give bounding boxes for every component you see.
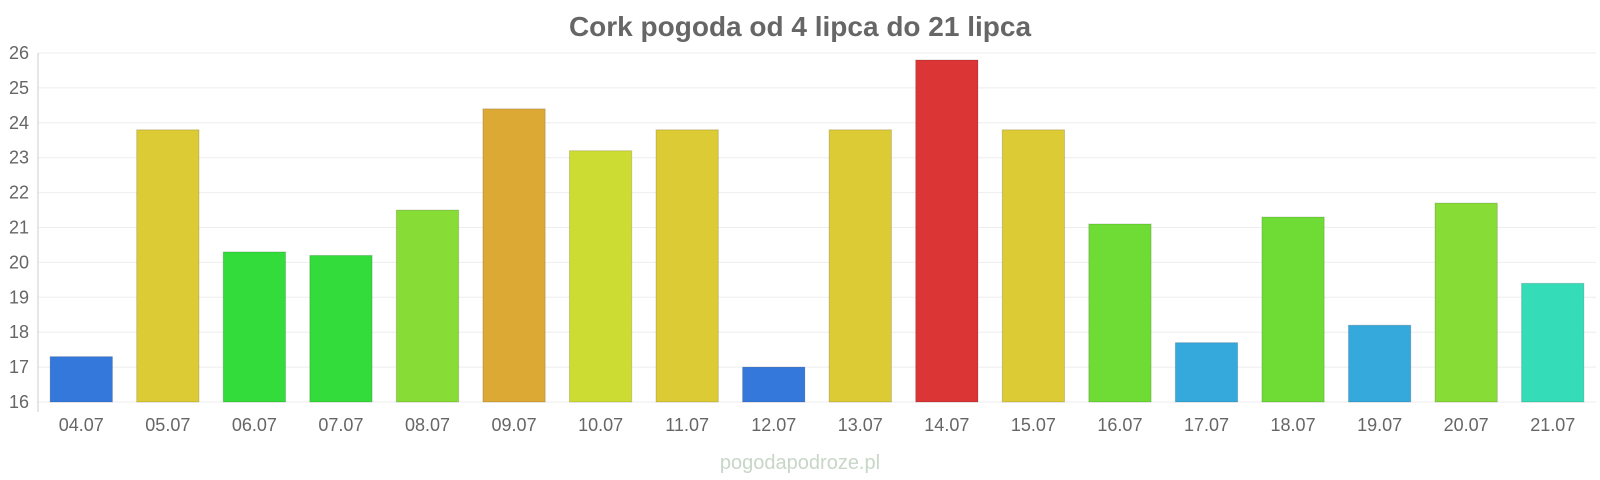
bar-05.07 — [136, 129, 200, 403]
bar-19.07 — [1347, 324, 1412, 403]
x-tick-label: 14.07 — [924, 415, 969, 435]
bar-20.07 — [1434, 202, 1498, 403]
y-tick-label: 26 — [9, 43, 29, 63]
y-tick-label: 16 — [9, 392, 29, 412]
x-tick-label: 21.07 — [1530, 415, 1575, 435]
y-tick-label: 19 — [9, 287, 29, 307]
bar-04.07 — [49, 356, 113, 403]
y-tick-label: 21 — [9, 218, 29, 238]
bar-09.07 — [482, 108, 546, 403]
watermark: pogodapodroze.pl — [720, 452, 880, 474]
bar-14.07 — [915, 59, 979, 403]
bar-11.07 — [655, 129, 719, 403]
bar-08.07 — [395, 209, 460, 403]
bar-15.07 — [1001, 129, 1066, 403]
chart-title: Cork pogoda od 4 lipca do 21 lipca — [569, 11, 1032, 42]
y-tick-label: 23 — [9, 148, 29, 168]
x-axis: 04.07 05.07 06.07 07.07 08.07 09.07 10.07 11.07… — [59, 415, 1575, 435]
x-tick-label: 08.07 — [405, 415, 450, 435]
x-tick-label: 04.07 — [59, 415, 104, 435]
x-tick-label: 12.07 — [751, 415, 796, 435]
x-tick-label: 18.07 — [1271, 415, 1316, 435]
bar-10.07 — [568, 150, 633, 403]
x-tick-label: 09.07 — [492, 415, 537, 435]
bar-06.07 — [222, 251, 287, 403]
bars — [49, 59, 1585, 403]
x-tick-label: 20.07 — [1444, 415, 1489, 435]
y-tick-label: 24 — [9, 113, 29, 133]
x-tick-label: 10.07 — [578, 415, 623, 435]
bar-12.07 — [742, 366, 806, 403]
bar-17.07 — [1174, 342, 1239, 403]
bar-16.07 — [1088, 223, 1152, 403]
y-tick-label: 22 — [9, 183, 29, 203]
x-tick-label: 17.07 — [1184, 415, 1229, 435]
grid — [38, 52, 1596, 403]
bar-18.07 — [1261, 216, 1325, 403]
x-tick-label: 19.07 — [1357, 415, 1402, 435]
bar-13.07 — [828, 129, 892, 403]
x-tick-label: 11.07 — [665, 415, 709, 435]
bar-07.07 — [309, 254, 373, 403]
x-tick-label: 16.07 — [1097, 415, 1142, 435]
y-tick-label: 25 — [9, 78, 29, 98]
y-axis: 16 17 18 19 20 21 22 23 24 25 26 — [9, 43, 39, 412]
x-tick-label: 05.07 — [145, 415, 190, 435]
x-tick-label: 15.07 — [1011, 415, 1056, 435]
x-tick-label: 13.07 — [838, 415, 883, 435]
x-tick-label: 07.07 — [318, 415, 363, 435]
x-tick-label: 06.07 — [232, 415, 277, 435]
y-tick-label: 17 — [9, 357, 29, 377]
y-tick-label: 18 — [9, 322, 29, 342]
y-tick-label: 20 — [9, 252, 29, 272]
bar-21.07 — [1521, 282, 1585, 403]
